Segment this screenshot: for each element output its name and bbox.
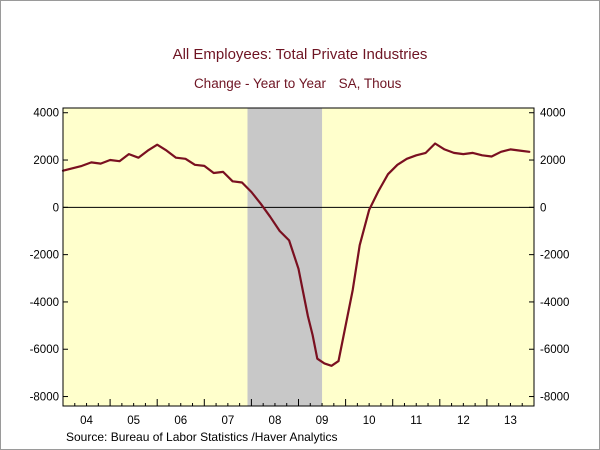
y-tick-label-left: 4000 [33,108,59,120]
chart-source: Source: Bureau of Labor Statistics /Have… [66,430,337,444]
y-tick-label-right: -8000 [540,392,569,404]
y-tick-label-right: 0 [540,202,546,214]
x-tick-label: 05 [127,415,140,427]
y-tick-label-left: -4000 [30,297,59,309]
y-tick-label-left: -2000 [30,250,59,262]
x-tick-label: 04 [80,415,93,427]
chart-subtitle-left: Change - Year to Year [194,76,327,91]
x-tick-label: 10 [363,415,376,427]
plot-border [62,107,535,407]
chart-title: All Employees: Total Private Industries [173,46,428,63]
y-tick-label-left: 0 [53,202,59,214]
y-tick-label-left: -6000 [30,344,59,356]
y-tick-label-right: 2000 [540,155,566,167]
y-tick-label-right: -6000 [540,344,569,356]
recession-band [247,108,323,406]
x-tick-label: 11 [410,415,422,427]
chart-subtitle-right: SA, Thous [339,76,402,91]
y-tick-label-left: 2000 [33,155,59,167]
x-tick-label: 09 [316,415,329,427]
x-tick-label: 08 [269,415,282,427]
x-tick-label: 07 [221,415,234,427]
x-tick-label: 12 [457,415,470,427]
y-tick-label-right: 4000 [540,108,566,120]
y-tick-label-right: -4000 [540,297,569,309]
y-tick-label-left: -8000 [30,392,59,404]
y-tick-label-right: -2000 [540,250,569,262]
series-line [61,142,531,367]
x-tick-label: 06 [174,415,187,427]
x-tick-label: 13 [504,415,517,427]
